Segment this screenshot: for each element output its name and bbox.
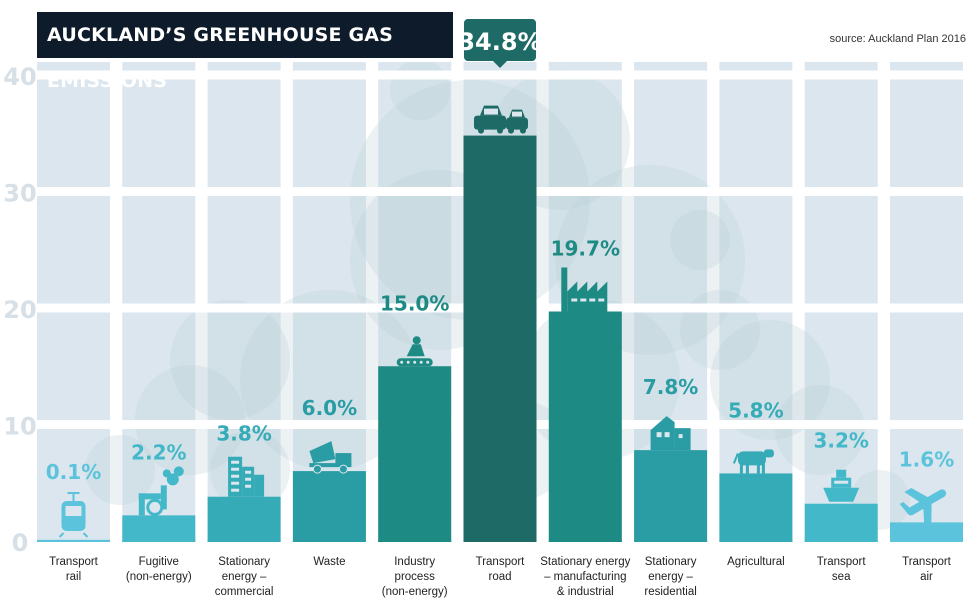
y-tick-label: 40	[3, 63, 36, 91]
houses-icon	[650, 416, 691, 451]
office-buildings-icon	[228, 456, 265, 497]
bar	[207, 496, 281, 542]
data-label: 6.0%	[302, 396, 357, 420]
highlight-callout: 34.8%	[458, 19, 542, 68]
category-label: Stationary energy – commercial	[215, 556, 274, 598]
bar	[292, 471, 366, 542]
bar	[122, 515, 196, 542]
ship-icon	[823, 469, 860, 502]
bubble	[85, 435, 155, 505]
data-label: 3.2%	[813, 429, 868, 453]
bar-baseline	[378, 540, 452, 542]
category-labels: Transport rail Fugitive (non-energy) Station…	[49, 556, 952, 598]
bar	[378, 366, 452, 542]
bar-icons	[58, 105, 947, 538]
data-label: 0.1%	[46, 460, 101, 484]
column-background	[207, 62, 281, 541]
category-label: Stationary energy – residential	[644, 556, 696, 598]
column-background	[804, 62, 878, 541]
category-label: Waste	[313, 556, 345, 568]
category-label: Transport road	[476, 556, 526, 583]
bubble	[170, 300, 290, 420]
column-background	[292, 62, 366, 541]
column-background	[37, 62, 110, 541]
cow-icon	[732, 449, 774, 474]
data-label: 3.8%	[216, 422, 271, 446]
conveyor-worker-icon	[396, 336, 433, 367]
bar-baseline	[548, 540, 622, 542]
bubble	[670, 210, 730, 270]
bar-baseline	[804, 540, 878, 542]
category-label: Transport rail	[49, 556, 99, 583]
bar-baseline	[463, 540, 537, 542]
category-label: Stationary energy – manufacturing & indust…	[540, 556, 630, 598]
bar-baseline	[719, 540, 793, 542]
bar	[634, 450, 708, 542]
data-label: 15.0%	[380, 291, 449, 315]
data-label: 1.6%	[899, 447, 954, 471]
data-label: 34.8%	[458, 28, 541, 56]
gridline	[37, 70, 978, 80]
bar	[719, 473, 793, 542]
data-label: 5.8%	[728, 398, 783, 422]
category-label: Fugitive (non-energy)	[126, 556, 192, 583]
y-tick-label: 10	[3, 413, 36, 441]
data-label: 19.7%	[551, 236, 620, 260]
category-label: Industry process (non-energy)	[382, 556, 448, 598]
train-icon	[58, 492, 89, 538]
airplane-icon	[899, 488, 947, 527]
bar-baseline	[890, 540, 963, 542]
bubble	[710, 320, 830, 440]
bar-baseline	[122, 540, 196, 542]
pipes-icon	[138, 466, 184, 516]
category-label: Transport air	[902, 556, 952, 583]
y-axis-ticks: 0 10 20 30 40	[3, 63, 36, 557]
column-background	[890, 62, 963, 541]
source-note: source: Auckland Plan 2016	[829, 33, 966, 45]
cars-icon	[474, 105, 528, 134]
y-tick-label: 0	[12, 529, 29, 557]
bar-baseline	[634, 540, 708, 542]
data-label: 7.8%	[643, 375, 698, 399]
bar	[463, 135, 537, 542]
chart-title: AUCKLAND’S GREENHOUSE GAS EMISSIONS	[37, 12, 453, 92]
column-background	[122, 62, 196, 541]
bar-baseline	[207, 540, 281, 542]
bar	[548, 311, 622, 542]
y-tick-label: 20	[3, 296, 36, 324]
bar	[804, 503, 878, 542]
data-labels: 0.1% 2.2% 3.8% 6.0% 15.0% 34.8% 19.7% 7.8% 5.8% 3…	[46, 19, 954, 484]
data-label: 2.2%	[131, 440, 186, 464]
bar-baseline	[37, 540, 110, 542]
y-tick-label: 30	[3, 180, 36, 208]
category-label: Agricultural	[727, 556, 785, 568]
bars	[37, 135, 963, 542]
factory-icon	[561, 267, 608, 312]
category-label: Transport sea	[817, 556, 867, 583]
bar	[890, 522, 963, 542]
bubble	[775, 385, 865, 475]
bar-baseline	[292, 540, 366, 542]
dump-truck-icon	[309, 441, 352, 474]
